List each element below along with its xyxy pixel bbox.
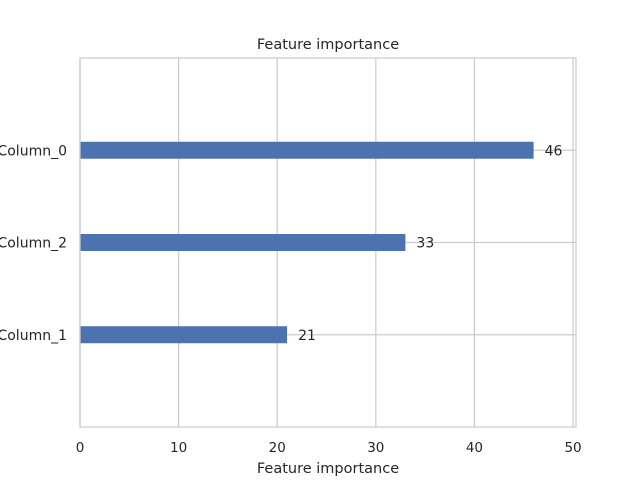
x-tick-label: 50 [564, 440, 581, 456]
bars [80, 141, 534, 344]
bar-column-0 [80, 141, 534, 159]
bar-column-2 [80, 234, 406, 251]
x-tick-label: 30 [367, 440, 384, 456]
data-label: 33 [416, 236, 434, 252]
y-tick-label: Column_2 [0, 236, 67, 252]
data-label: 21 [298, 328, 316, 344]
labels: 46 33 21 [298, 143, 562, 344]
y-tick-label: Column_0 [0, 143, 67, 159]
x-tick-label: 20 [269, 440, 286, 456]
ticks: 0 10 20 30 40 50 Column_0 Column_2 Column_1 [0, 143, 582, 456]
plot-frame [79, 57, 577, 428]
chart-title: Feature importance [257, 37, 399, 53]
data-label: 46 [545, 143, 563, 159]
x-tick-label: 10 [170, 440, 187, 456]
bar-column-1 [80, 326, 288, 344]
x-tick-label: 0 [76, 440, 85, 456]
y-tick-label: Column_1 [0, 328, 67, 344]
x-axis-label: Feature importance [257, 461, 399, 477]
x-tick-label: 40 [466, 440, 483, 456]
